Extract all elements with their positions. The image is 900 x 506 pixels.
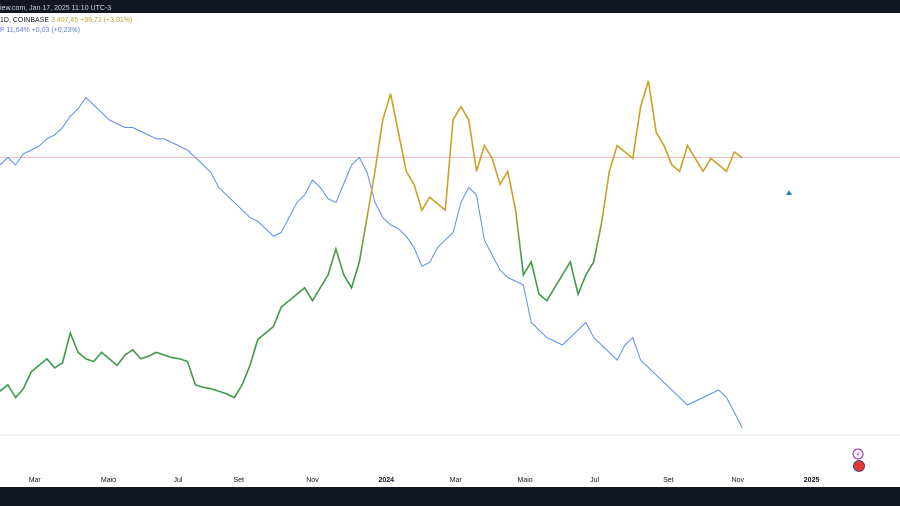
x-tick-label: 2025	[804, 477, 820, 484]
event-bolt-icon[interactable]	[852, 448, 864, 460]
header-source: iew.com, Jan 17, 2025 11:10 UTC-3	[0, 5, 112, 12]
series-line-blue	[0, 96, 743, 428]
us-flag-icon[interactable]	[853, 460, 865, 472]
legend-values-2: 11,64% +0,03 (+0,23%)	[6, 27, 80, 34]
x-tick-label: Mar	[29, 477, 42, 484]
legend-row-2: P 11,64% +0,03 (+0,23%)	[0, 27, 80, 35]
chart-header-line1: iew.com, Jan 17, 2025 11:10 UTC-3	[0, 5, 111, 13]
top-bar	[0, 0, 900, 13]
x-tick-label: Set	[233, 477, 244, 484]
legend-timeframe: 1D, COINBASE	[0, 17, 50, 24]
legend-row-1: 1D, COINBASE 3.407,45 +99,72 (+3,01%)	[0, 17, 132, 25]
x-tick-label: 2024	[378, 477, 394, 484]
bolt-glyph-icon: ⚡	[856, 451, 861, 459]
x-tick-label: Mar	[450, 477, 463, 484]
x-tick-label: Jul	[590, 477, 599, 484]
x-tick-label: Maio	[101, 477, 116, 484]
legend-values-eth: 3.407,45 +99,72 (+3,01%)	[50, 17, 133, 24]
marker-triangle-icon	[786, 190, 792, 195]
x-tick-label: Jul	[173, 477, 182, 484]
series-line-eth	[0, 80, 743, 400]
legend-series-2: P	[0, 27, 5, 34]
bottom-bar	[0, 487, 900, 506]
x-tick-label: Maio	[518, 477, 533, 484]
x-tick-label: Set	[663, 477, 674, 484]
x-tick-label: Nov	[306, 477, 319, 484]
x-tick-label: Nov	[732, 477, 745, 484]
